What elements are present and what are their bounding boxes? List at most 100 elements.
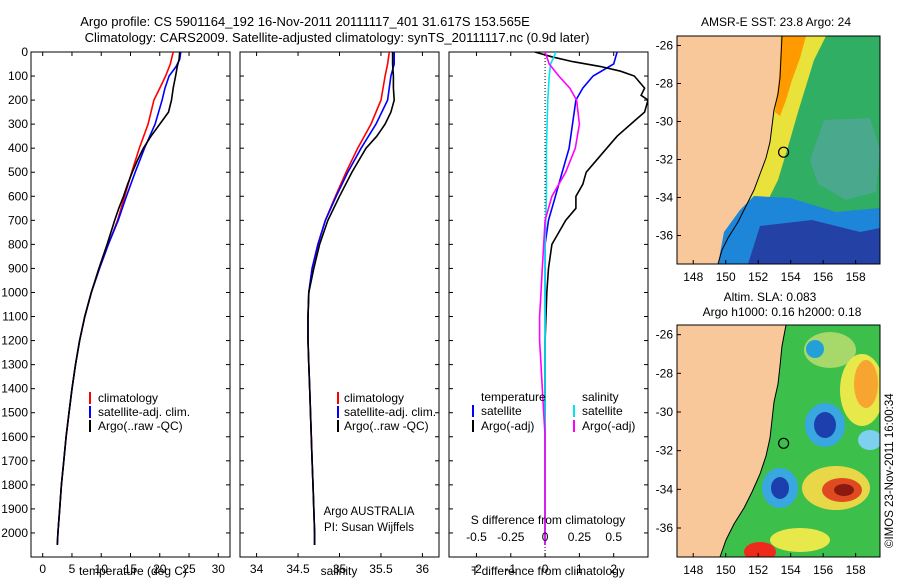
depth-tick-label: 1100 (2, 310, 28, 324)
sst-map-title: AMSR-E SST: 23.8 Argo: 24 (701, 15, 851, 29)
longitude-tick-label: 148 (683, 563, 703, 577)
depth-tick-label: 1700 (1, 454, 28, 468)
figure-title-line1: Argo profile: CS 5901164_192 16-Nov-2011… (80, 14, 530, 29)
depth-tick-label: 1200 (1, 334, 28, 348)
s-difference-axis: -0.5 -0.25 0 0.25 0.5 (466, 530, 622, 544)
longitude-tick-label: 154 (781, 270, 801, 284)
t-difference-axis-label: T difference from climatology (471, 564, 625, 578)
s-tick-label: -0.5 (466, 530, 487, 544)
legend-label-argo: Argo(..raw -QC) (344, 419, 429, 433)
depth-tick-label: 300 (8, 117, 28, 131)
salinity-plot-frame (239, 51, 440, 558)
legend-label-s-satellite: satellite (582, 404, 623, 418)
series-line-argo-raw-qc- (307, 52, 396, 545)
sla-map-frame (676, 324, 881, 558)
salinity-panel: 34 34.5 35 35.5 36 salinity climatology sate… (239, 51, 440, 578)
salinity-legend: climatology satellite-adj. clim. Argo(..… (337, 391, 436, 433)
longitude-tick-label: 148 (683, 270, 703, 284)
difference-lines (534, 52, 648, 545)
latitude-tick-label: -36 (656, 521, 674, 535)
latitude-tick-label: -28 (656, 366, 674, 380)
x-tick-label: 0 (542, 562, 549, 576)
latitude-tick-label: -36 (656, 229, 674, 243)
sla-anomaly (806, 340, 824, 358)
sla-map-title-line1: Altim. SLA: 0.083 (724, 290, 817, 304)
t-difference-axis: -2 -1 0 1 2 (471, 52, 617, 576)
latitude-tick-label: -34 (656, 191, 674, 205)
longitude-tick-label: 156 (813, 270, 833, 284)
sst-map-image (677, 36, 880, 264)
x-tick-label: 34.5 (286, 562, 310, 576)
s-tick-label: 0.5 (605, 530, 622, 544)
x-tick-label: 25 (182, 562, 196, 576)
x-tick-label: 1 (576, 562, 583, 576)
sst-cold-water (748, 220, 880, 264)
legend-label-t-satellite: satellite (481, 404, 522, 418)
legend-label-argo: Argo(..raw -QC) (98, 419, 183, 433)
depth-tick-label: 400 (8, 141, 28, 155)
principal-investigator-label: PI: Susan Wijffels (324, 522, 414, 534)
argo-float-position-marker (777, 146, 790, 158)
depth-tick-label: 900 (8, 261, 28, 275)
salinity-axis: 34 34.5 35 35.5 36 (250, 52, 430, 576)
longitude-tick-label: 150 (716, 563, 736, 577)
sla-map-image (677, 325, 880, 557)
depth-tick-label: 1900 (1, 502, 28, 516)
latitude-tick-label: -30 (656, 405, 674, 419)
sst-longitude-axis: 148 150 152 154 156 158 (683, 260, 866, 284)
argo-float-position-marker (777, 437, 790, 449)
sla-anomaly (770, 528, 830, 552)
series-line-s-satellite (544, 52, 557, 545)
depth-tick-label: 1600 (1, 430, 28, 444)
series-line-argo-raw-qc- (56, 52, 181, 546)
latitude-tick-label: -28 (656, 77, 674, 91)
sla-map-title-line2: Argo h1000: 0.16 h2000: 0.18 (703, 305, 862, 319)
depth-tick-label: 1300 (1, 358, 28, 372)
depth-tick-label: 1400 (1, 382, 28, 396)
latitude-tick-label: -32 (656, 444, 674, 458)
x-tick-label: 20 (153, 562, 167, 576)
sla-anomaly (744, 542, 776, 557)
temperature-axis-label: temperature (deg C) (79, 564, 187, 578)
latitude-tick-label: -30 (656, 115, 674, 129)
x-tick-label: -1 (505, 562, 516, 576)
longitude-tick-label: 150 (716, 270, 736, 284)
s-tick-label: 0.25 (568, 530, 592, 544)
sla-coastline (719, 325, 787, 557)
depth-tick-label: 500 (8, 165, 28, 179)
depth-tick-label: 800 (8, 237, 28, 251)
legend-label-t-argo: Argo(-adj) (481, 419, 534, 433)
sst-latitude-axis: -26 -28 -30 -32 -34 -36 (656, 39, 681, 243)
temperature-plot-frame (30, 51, 231, 558)
legend-label-climatology: climatology (98, 391, 158, 405)
latitude-tick-label: -32 (656, 153, 674, 167)
x-tick-label: 30 (212, 562, 226, 576)
legend-title-salinity: salinity (582, 390, 619, 404)
depth-tick-label: 2000 (1, 526, 28, 540)
legend-label-satellite: satellite-adj. clim. (98, 405, 190, 419)
temperature-legend: climatology satellite-adj. clim. Argo(..… (89, 391, 190, 433)
temperature-axis: 0 5 10 15 20 25 30 (39, 52, 225, 576)
longitude-tick-label: 158 (846, 270, 866, 284)
x-tick-label: 36 (416, 562, 430, 576)
depth-tick-label: 1000 (1, 285, 28, 299)
longitude-tick-label: 152 (748, 563, 768, 577)
x-tick-label: 5 (69, 562, 76, 576)
depth-tick-label: 700 (8, 213, 28, 227)
s-difference-axis-label: S difference from climatology (471, 513, 626, 527)
depth-tick-label: 1500 (1, 406, 28, 420)
sla-anomaly (814, 412, 836, 438)
legend-label-satellite: satellite-adj. clim. (344, 405, 436, 419)
sla-anomaly (854, 360, 878, 408)
depth-tick-label: 100 (8, 69, 28, 83)
sla-longitude-axis: 148 150 152 154 156 158 (683, 553, 866, 577)
latitude-tick-label: -34 (656, 482, 674, 496)
sst-map-frame (676, 35, 881, 265)
sla-anomaly (834, 484, 854, 496)
sla-anomaly (858, 430, 880, 450)
temperature-lines (56, 52, 182, 546)
longitude-tick-label: 158 (846, 563, 866, 577)
x-tick-label: 0 (39, 562, 46, 576)
figure-title-line2: Climatology: CARS2009. Satellite-adjuste… (85, 30, 590, 45)
